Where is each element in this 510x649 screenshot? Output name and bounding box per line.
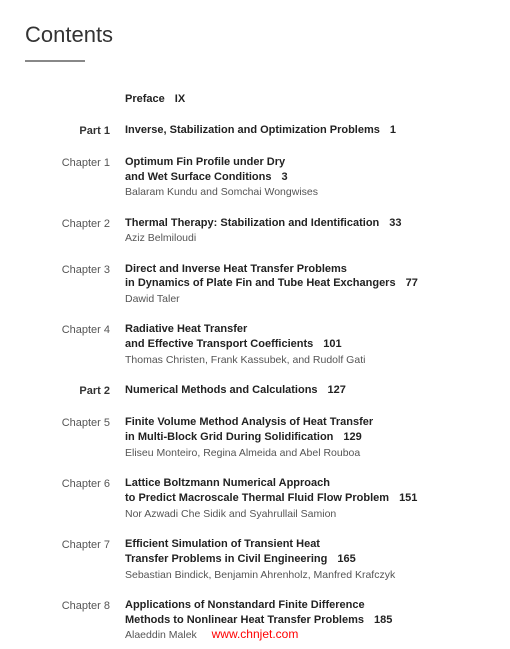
- toc-entry-title: Direct and Inverse Heat Transfer Problem…: [125, 262, 485, 292]
- toc-entry-authors: Sebastian Bindick, Benjamin Ahrenholz, M…: [125, 568, 485, 582]
- toc-entry-label: Chapter 6: [25, 476, 125, 521]
- toc-title-line: and Effective Transport Coefficients: [125, 338, 313, 350]
- toc-entry-page: 165: [337, 553, 355, 565]
- toc-entry-title: Numerical Methods and Calculations 127: [125, 383, 485, 398]
- toc-entry-title: Applications of Nonstandard Finite Diffe…: [125, 598, 485, 628]
- toc-entry-label: Chapter 3: [25, 262, 125, 307]
- toc-entry-title: Finite Volume Method Analysis of Heat Tr…: [125, 415, 485, 445]
- toc-entry-page: 127: [328, 384, 346, 396]
- toc-entry-page: 101: [323, 338, 341, 350]
- toc-entry: Chapter 5Finite Volume Method Analysis o…: [25, 415, 485, 460]
- toc-title-line: Finite Volume Method Analysis of Heat Tr…: [125, 416, 373, 428]
- toc-entry-page: 129: [343, 431, 361, 443]
- toc-entry-content: Inverse, Stabilization and Optimization …: [125, 123, 485, 139]
- toc-entry: Part 2Numerical Methods and Calculations…: [25, 383, 485, 399]
- toc-entry-authors: Nor Azwadi Che Sidik and Syahrullail Sam…: [125, 507, 485, 521]
- toc-entry-title: Thermal Therapy: Stabilization and Ident…: [125, 216, 485, 231]
- toc-entry-page: 151: [399, 492, 417, 504]
- toc-entry-content: Numerical Methods and Calculations 127: [125, 383, 485, 399]
- toc-entry: Chapter 6Lattice Boltzmann Numerical App…: [25, 476, 485, 521]
- toc-entry: Chapter 4Radiative Heat Transfer and Effe…: [25, 322, 485, 367]
- toc-entry-page: 185: [374, 614, 392, 626]
- toc-title-line: Transfer Problems in Civil Engineering: [125, 553, 327, 565]
- toc-entry-authors: Balaram Kundu and Somchai Wongwises: [125, 185, 485, 199]
- toc-title-line: in Dynamics of Plate Fin and Tube Heat E…: [125, 277, 396, 289]
- toc-title-line: Methods to Nonlinear Heat Transfer Probl…: [125, 614, 364, 626]
- toc-title-line: Numerical Methods and Calculations: [125, 384, 318, 396]
- toc-entry-title: Inverse, Stabilization and Optimization …: [125, 123, 485, 138]
- toc-entry-content: Direct and Inverse Heat Transfer Problem…: [125, 262, 485, 307]
- toc-entry-content: Finite Volume Method Analysis of Heat Tr…: [125, 415, 485, 460]
- toc-title-line: Efficient Simulation of Transient Heat: [125, 538, 320, 550]
- toc-title-line: Applications of Nonstandard Finite Diffe…: [125, 599, 365, 611]
- toc-title-line: Direct and Inverse Heat Transfer Problem…: [125, 263, 347, 275]
- toc-title-line: Lattice Boltzmann Numerical Approach: [125, 477, 330, 489]
- toc-entry-title: Lattice Boltzmann Numerical Approach to P…: [125, 476, 485, 506]
- toc-entry-title: Radiative Heat Transfer and Effective Tra…: [125, 322, 485, 352]
- toc-entry: Chapter 2Thermal Therapy: Stabilization …: [25, 216, 485, 246]
- toc-entry: Preface IX: [25, 92, 485, 107]
- toc-title-line: in Multi-Block Grid During Solidificatio…: [125, 431, 333, 443]
- toc-entry-title: Efficient Simulation of Transient Heat Tr…: [125, 537, 485, 567]
- toc-entry-label: Part 2: [25, 383, 125, 399]
- toc-entry-label: Chapter 4: [25, 322, 125, 367]
- toc-entry-page: IX: [175, 93, 185, 105]
- toc-entry: Chapter 3Direct and Inverse Heat Transfe…: [25, 262, 485, 307]
- toc-entry-label: Chapter 7: [25, 537, 125, 582]
- toc-entry-content: Radiative Heat Transfer and Effective Tra…: [125, 322, 485, 367]
- toc-entry-label: Part 1: [25, 123, 125, 139]
- toc-entry-page: 77: [406, 277, 418, 289]
- toc-entry-page: 1: [390, 124, 396, 136]
- toc-entry-content: Optimum Fin Profile under Dry and Wet Sur…: [125, 155, 485, 200]
- toc-title-line: and Wet Surface Conditions: [125, 171, 271, 183]
- toc-container: Preface IX Part 1Inverse, Stabilization an…: [25, 92, 485, 643]
- toc-entry-authors: Eliseu Monteiro, Regina Almeida and Abel…: [125, 446, 485, 460]
- toc-entry-authors: Thomas Christen, Frank Kassubek, and Rud…: [125, 353, 485, 367]
- toc-entry-label: Chapter 1: [25, 155, 125, 200]
- toc-entry-authors: Dawid Taler: [125, 292, 485, 306]
- toc-entry-title: Optimum Fin Profile under Dry and Wet Sur…: [125, 155, 485, 185]
- toc-entry-content: Thermal Therapy: Stabilization and Ident…: [125, 216, 485, 246]
- toc-entry-content: Preface IX: [125, 92, 485, 107]
- toc-title-line: Optimum Fin Profile under Dry: [125, 156, 285, 168]
- toc-entry-page: 3: [281, 171, 287, 183]
- toc-entry-content: Lattice Boltzmann Numerical Approach to P…: [125, 476, 485, 521]
- toc-entry-authors: Aziz Belmiloudi: [125, 231, 485, 245]
- heading-divider: [25, 60, 85, 62]
- toc-entry-title: Preface IX: [125, 92, 485, 107]
- toc-entry-label: Chapter 2: [25, 216, 125, 246]
- toc-entry: Part 1Inverse, Stabilization and Optimiz…: [25, 123, 485, 139]
- toc-entry-label: Chapter 5: [25, 415, 125, 460]
- toc-entry-label: [25, 92, 125, 107]
- toc-entry-page: 33: [389, 217, 401, 229]
- toc-title-line: Radiative Heat Transfer: [125, 323, 247, 335]
- toc-title-line: Inverse, Stabilization and Optimization …: [125, 124, 380, 136]
- toc-entry: Chapter 1Optimum Fin Profile under Dry an…: [25, 155, 485, 200]
- toc-title-line: Thermal Therapy: Stabilization and Ident…: [125, 217, 379, 229]
- toc-title-line: Preface: [125, 93, 165, 105]
- toc-entry-content: Efficient Simulation of Transient Heat Tr…: [125, 537, 485, 582]
- toc-title-line: to Predict Macroscale Thermal Fluid Flow…: [125, 492, 389, 504]
- toc-entry: Chapter 7Efficient Simulation of Transie…: [25, 537, 485, 582]
- watermark: www.chnjet.com: [0, 627, 510, 641]
- contents-heading: Contents: [25, 22, 485, 48]
